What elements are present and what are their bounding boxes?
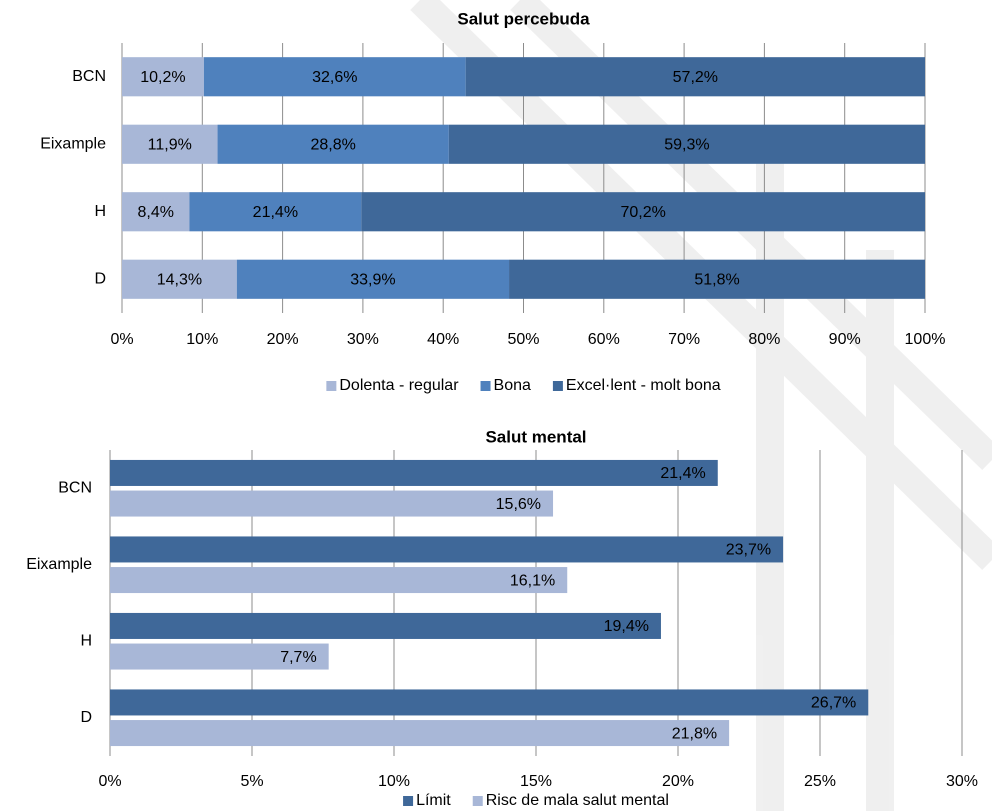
x-tick-label: 60% (588, 331, 620, 348)
y-tick-label: Eixample (40, 135, 106, 152)
value-label: 10,2% (140, 69, 185, 86)
value-label: 14,3% (157, 271, 202, 288)
value-label: 19,4% (604, 618, 649, 635)
x-tick-label: 20% (662, 773, 694, 790)
value-label: 28,8% (311, 136, 356, 153)
legend-label: Risc de mala salut mental (486, 792, 669, 809)
bar-segment (361, 192, 925, 232)
x-tick-label: 40% (427, 331, 459, 348)
value-label: 33,9% (350, 271, 395, 288)
x-tick-label: 25% (804, 773, 836, 790)
y-tick-label: H (80, 632, 92, 649)
chart-title: Salut percebuda (457, 9, 590, 28)
value-label: 16,1% (510, 572, 555, 589)
value-label: 21,4% (660, 465, 705, 482)
value-label: 70,2% (620, 204, 665, 221)
value-label: 8,4% (137, 204, 173, 221)
y-tick-label: H (94, 203, 106, 220)
value-label: 59,3% (664, 136, 709, 153)
watermark (410, 0, 992, 811)
x-tick-label: 5% (240, 773, 263, 790)
x-tick-label: 20% (267, 331, 299, 348)
bar-segment (122, 124, 218, 164)
value-label: 23,7% (726, 542, 771, 559)
legend-swatch (326, 381, 337, 391)
legend-label: Excel·lent - molt bona (566, 377, 721, 394)
x-tick-label: 50% (507, 331, 539, 348)
bar-segment (122, 259, 237, 299)
bar-segment (448, 124, 925, 164)
y-tick-label: Eixample (26, 556, 92, 573)
bar-segment (203, 57, 466, 97)
value-label: 15,6% (496, 496, 541, 513)
bar-segment (465, 57, 925, 97)
bar-segment (509, 259, 925, 299)
bar (110, 720, 730, 747)
y-tick-label: BCN (72, 68, 106, 85)
x-tick-label: 15% (520, 773, 552, 790)
x-tick-label: 70% (668, 331, 700, 348)
legend-swatch (480, 381, 491, 391)
legend-swatch (472, 796, 483, 806)
x-tick-label: 0% (110, 331, 133, 348)
y-tick-label: BCN (58, 479, 92, 496)
bar (110, 689, 869, 716)
bar-segment (189, 192, 362, 232)
value-label: 57,2% (673, 69, 718, 86)
y-tick-label: D (80, 709, 92, 726)
legend-label: Dolenta - regular (339, 377, 459, 394)
x-tick-label: 30% (347, 331, 379, 348)
legend-label: Bona (494, 377, 531, 394)
bar (110, 490, 554, 517)
bar-segment (236, 259, 510, 299)
chart-title: Salut mental (485, 427, 586, 446)
value-label: 26,7% (811, 695, 856, 712)
bar (110, 643, 329, 670)
x-tick-label: 10% (186, 331, 218, 348)
bar-segment (122, 192, 190, 232)
x-tick-label: 90% (829, 331, 861, 348)
bar-segment (122, 57, 204, 97)
bar (110, 567, 568, 594)
value-label: 32,6% (312, 69, 357, 86)
bar (110, 459, 718, 486)
x-tick-label: 100% (905, 331, 946, 348)
value-label: 21,8% (672, 725, 717, 742)
value-label: 51,8% (694, 271, 739, 288)
legend-label: Límit (416, 792, 451, 809)
legend-swatch (403, 796, 414, 806)
value-label: 7,7% (280, 649, 316, 666)
value-label: 21,4% (253, 204, 298, 221)
x-tick-label: 80% (748, 331, 780, 348)
x-tick-label: 0% (98, 773, 121, 790)
bar (110, 612, 661, 639)
bar (110, 536, 784, 563)
x-tick-label: 30% (946, 773, 978, 790)
value-label: 11,9% (148, 136, 192, 153)
legend-swatch (552, 381, 563, 391)
y-tick-label: D (94, 270, 106, 287)
bar-segment (217, 124, 449, 164)
x-tick-label: 10% (378, 773, 410, 790)
